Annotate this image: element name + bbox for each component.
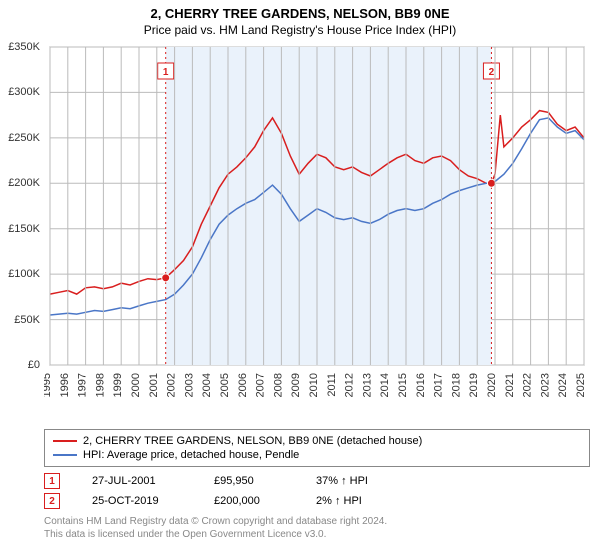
legend-label: 2, CHERRY TREE GARDENS, NELSON, BB9 0NE … — [83, 435, 422, 447]
transaction-diff: 37% ↑ HPI — [316, 475, 368, 487]
svg-text:2020: 2020 — [486, 373, 498, 397]
transactions-table: 1 27-JUL-2001 £95,950 37% ↑ HPI 2 25-OCT… — [44, 471, 590, 511]
chart-subtitle: Price paid vs. HM Land Registry's House … — [0, 21, 600, 41]
table-row: 2 25-OCT-2019 £200,000 2% ↑ HPI — [44, 491, 590, 511]
svg-text:2022: 2022 — [522, 373, 534, 397]
y-axis-label: £100K — [8, 268, 44, 280]
svg-text:2004: 2004 — [201, 373, 213, 397]
svg-text:2024: 2024 — [557, 373, 569, 397]
svg-text:2025: 2025 — [575, 373, 587, 397]
svg-text:2008: 2008 — [272, 373, 284, 397]
marker-badge: 1 — [44, 473, 60, 489]
chart-title: 2, CHERRY TREE GARDENS, NELSON, BB9 0NE — [0, 0, 600, 21]
svg-text:2009: 2009 — [290, 373, 302, 397]
svg-text:2017: 2017 — [433, 373, 445, 397]
legend-item: HPI: Average price, detached house, Pend… — [53, 448, 581, 462]
svg-text:2: 2 — [489, 67, 495, 78]
y-axis-label: £0 — [28, 359, 44, 371]
svg-text:1998: 1998 — [94, 373, 106, 397]
footnote: Contains HM Land Registry data © Crown c… — [44, 515, 590, 541]
svg-text:2013: 2013 — [361, 373, 373, 397]
transaction-date: 25-OCT-2019 — [92, 495, 182, 507]
svg-text:2015: 2015 — [397, 373, 409, 397]
table-row: 1 27-JUL-2001 £95,950 37% ↑ HPI — [44, 471, 590, 491]
y-axis-label: £300K — [8, 86, 44, 98]
svg-text:2007: 2007 — [255, 373, 267, 397]
y-axis-label: £50K — [14, 314, 44, 326]
transaction-diff: 2% ↑ HPI — [316, 495, 362, 507]
svg-text:1995: 1995 — [44, 373, 53, 397]
transaction-price: £95,950 — [214, 475, 284, 487]
svg-text:1996: 1996 — [59, 373, 71, 397]
svg-text:2018: 2018 — [450, 373, 462, 397]
svg-text:1: 1 — [163, 67, 169, 78]
y-axis-label: £250K — [8, 132, 44, 144]
y-axis-label: £350K — [8, 41, 44, 53]
transaction-date: 27-JUL-2001 — [92, 475, 182, 487]
chart-area: 1 2 1995 1996 1997 1998 1999 2000 2001 2002 2003 2… — [44, 41, 590, 421]
legend-swatch — [53, 454, 77, 456]
legend-label: HPI: Average price, detached house, Pend… — [83, 449, 299, 461]
transaction-price: £200,000 — [214, 495, 284, 507]
svg-text:2019: 2019 — [468, 373, 480, 397]
svg-text:2006: 2006 — [237, 373, 249, 397]
svg-text:2010: 2010 — [308, 373, 320, 397]
svg-text:2000: 2000 — [130, 373, 142, 397]
svg-text:2023: 2023 — [539, 373, 551, 397]
svg-text:2005: 2005 — [219, 373, 231, 397]
footnote-line: Contains HM Land Registry data © Crown c… — [44, 515, 590, 528]
svg-text:2002: 2002 — [166, 373, 178, 397]
legend-item: 2, CHERRY TREE GARDENS, NELSON, BB9 0NE … — [53, 434, 581, 448]
legend-swatch — [53, 440, 77, 442]
svg-text:2003: 2003 — [183, 373, 195, 397]
legend: 2, CHERRY TREE GARDENS, NELSON, BB9 0NE … — [44, 429, 590, 467]
svg-text:2012: 2012 — [344, 373, 356, 397]
svg-text:1997: 1997 — [77, 373, 89, 397]
y-axis-label: £150K — [8, 223, 44, 235]
svg-text:2001: 2001 — [148, 373, 160, 397]
line-chart-svg: 1 2 1995 1996 1997 1998 1999 2000 2001 2002 2003 2… — [44, 41, 590, 421]
svg-text:2021: 2021 — [504, 373, 516, 397]
marker-badge: 2 — [44, 493, 60, 509]
svg-text:1999: 1999 — [112, 373, 124, 397]
svg-text:2011: 2011 — [326, 373, 338, 397]
footnote-line: This data is licensed under the Open Gov… — [44, 528, 590, 541]
svg-text:2014: 2014 — [379, 373, 391, 397]
svg-text:2016: 2016 — [415, 373, 427, 397]
y-axis-label: £200K — [8, 177, 44, 189]
